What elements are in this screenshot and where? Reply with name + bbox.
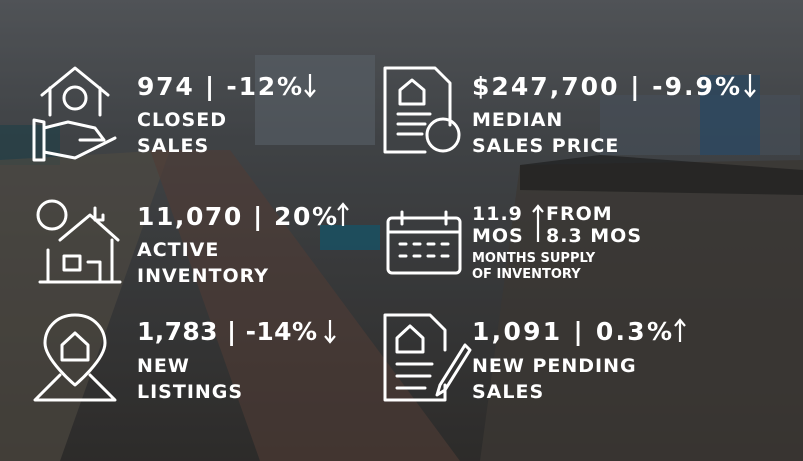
down-arrow	[744, 74, 756, 98]
down-arrow	[304, 74, 316, 98]
down-arrow	[324, 320, 336, 344]
closed-sales-icon	[32, 66, 117, 162]
up-arrow	[532, 204, 544, 242]
up-arrow	[337, 202, 349, 226]
stat-label: NEW PENDING	[472, 355, 637, 377]
stat-label: OF INVENTORY	[472, 267, 581, 282]
stat-label: NEW	[137, 355, 190, 377]
supply-icon	[386, 210, 462, 275]
up-arrow	[674, 318, 686, 342]
stat-label: ACTIVE	[137, 239, 219, 261]
stat-value: 1,783 | -14%	[137, 317, 317, 346]
active-inventory-icon	[36, 199, 122, 284]
stat-label: SALES PRICE	[472, 135, 619, 157]
from-value: 8.3 MOS	[546, 225, 642, 247]
median-price-icon	[383, 66, 461, 154]
stat-value: 974 | -12%	[137, 72, 302, 101]
stat-label: CLOSED	[137, 109, 227, 131]
stat-value: 11.9	[472, 203, 523, 225]
stat-label: LISTINGS	[137, 381, 243, 403]
stat-label: SALES	[472, 381, 544, 403]
stat-value: $247,700 | -9.9%	[472, 72, 740, 101]
stat-label: MONTHS SUPPLY	[472, 251, 596, 266]
stat-value: 11,070 | 20%	[137, 202, 337, 231]
stat-label: SALES	[137, 135, 209, 157]
stat-value: MOS	[472, 225, 524, 247]
new-listings-icon	[33, 313, 117, 402]
stat-label: MEDIAN	[472, 109, 563, 131]
new-pending-icon	[383, 313, 472, 402]
from-value: FROM	[546, 203, 613, 225]
stat-label: INVENTORY	[137, 265, 269, 287]
